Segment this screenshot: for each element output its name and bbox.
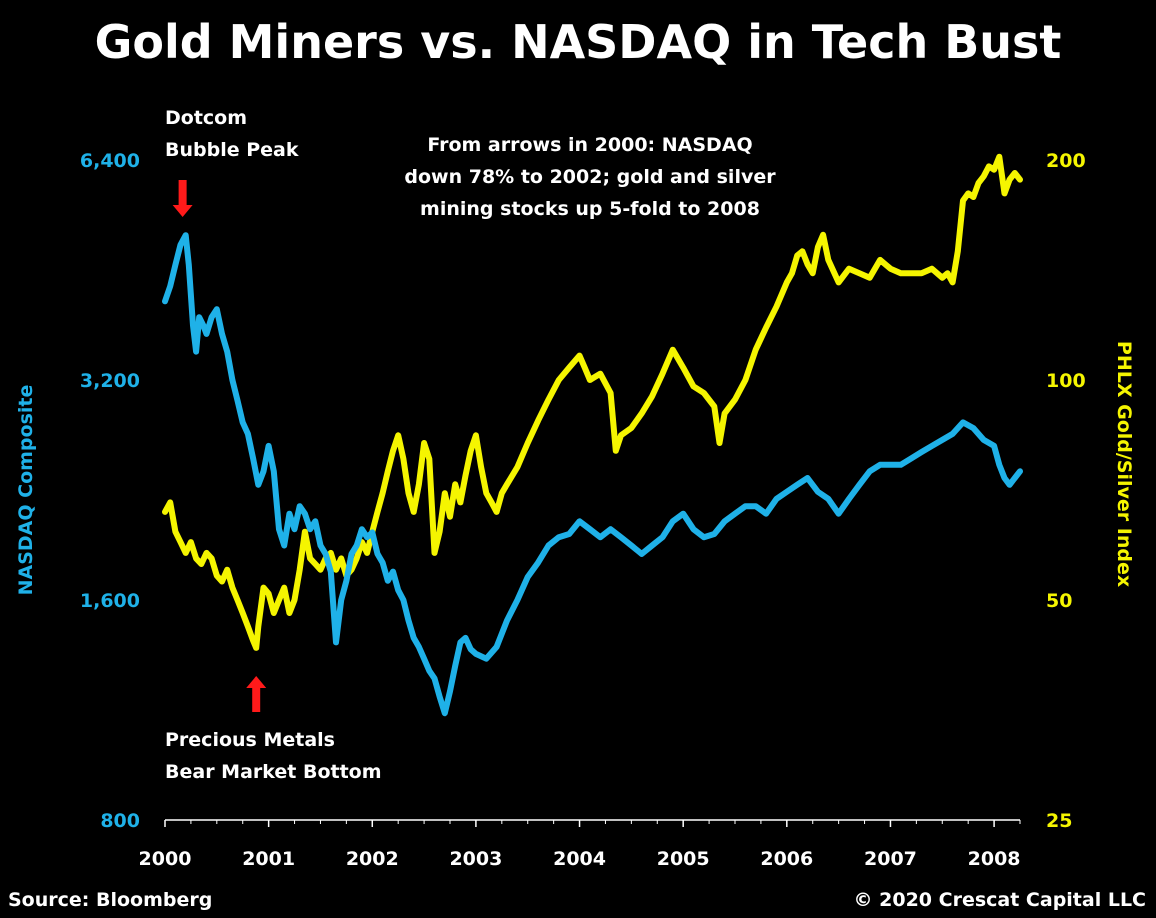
series-layer xyxy=(162,153,1023,717)
right-axis-ticks: 200 100 50 25 xyxy=(1046,150,1086,832)
x-tick-label: 2004 xyxy=(553,848,606,870)
note-line2: down 78% to 2002; gold and silver xyxy=(404,166,776,188)
source-text: Source: Bloomberg xyxy=(8,889,212,911)
chart-title: Gold Miners vs. NASDAQ in Tech Bust xyxy=(95,15,1062,69)
copyright-text: © 2020 Crescat Capital LLC xyxy=(854,889,1146,911)
right-axis-title: PHLX Gold/Silver Index xyxy=(1113,341,1135,587)
left-tick-label: 6,400 xyxy=(80,150,140,172)
right-tick-label: 25 xyxy=(1046,810,1072,832)
x-tick-label: 2001 xyxy=(242,848,295,870)
note-line3: mining stocks up 5-fold to 2008 xyxy=(420,198,760,220)
left-tick-label: 1,600 xyxy=(80,590,140,612)
left-axis-title: NASDAQ Composite xyxy=(15,385,37,596)
arrow-up-icon xyxy=(246,676,267,712)
gold-silver-series-line xyxy=(162,153,1023,651)
x-tick-label: 2008 xyxy=(968,848,1021,870)
bottom-label-line2: Bear Market Bottom xyxy=(165,761,382,783)
peak-label-line2: Bubble Peak xyxy=(165,139,299,161)
peak-label-line1: Dotcom xyxy=(165,107,247,129)
right-tick-label: 100 xyxy=(1046,370,1086,392)
x-tick-label: 2000 xyxy=(139,848,192,870)
left-axis-ticks: 6,400 3,200 1,600 800 xyxy=(80,150,140,832)
arrow-down-icon xyxy=(172,180,193,217)
x-tick-label: 2006 xyxy=(760,848,813,870)
annotation-arrows xyxy=(172,180,267,712)
x-tick-label: 2005 xyxy=(657,848,710,870)
x-tick-label: 2003 xyxy=(449,848,502,870)
note-annotation: From arrows in 2000: NASDAQ down 78% to … xyxy=(404,134,776,220)
x-axis: 2000 2001 2002 2003 2004 2005 2006 2007 2008 xyxy=(139,819,1021,870)
nasdaq-series-line xyxy=(162,232,1023,717)
bottom-label-line1: Precious Metals xyxy=(165,729,335,751)
right-tick-label: 200 xyxy=(1046,150,1086,172)
left-tick-label: 3,200 xyxy=(80,370,140,392)
peak-annotation: Dotcom Bubble Peak xyxy=(165,107,299,161)
note-line1: From arrows in 2000: NASDAQ xyxy=(427,134,752,156)
bottom-annotation: Precious Metals Bear Market Bottom xyxy=(165,729,382,783)
right-tick-label: 50 xyxy=(1046,590,1072,612)
x-tick-label: 2007 xyxy=(864,848,917,870)
x-tick-label: 2002 xyxy=(346,848,399,870)
left-tick-label: 800 xyxy=(100,810,140,832)
